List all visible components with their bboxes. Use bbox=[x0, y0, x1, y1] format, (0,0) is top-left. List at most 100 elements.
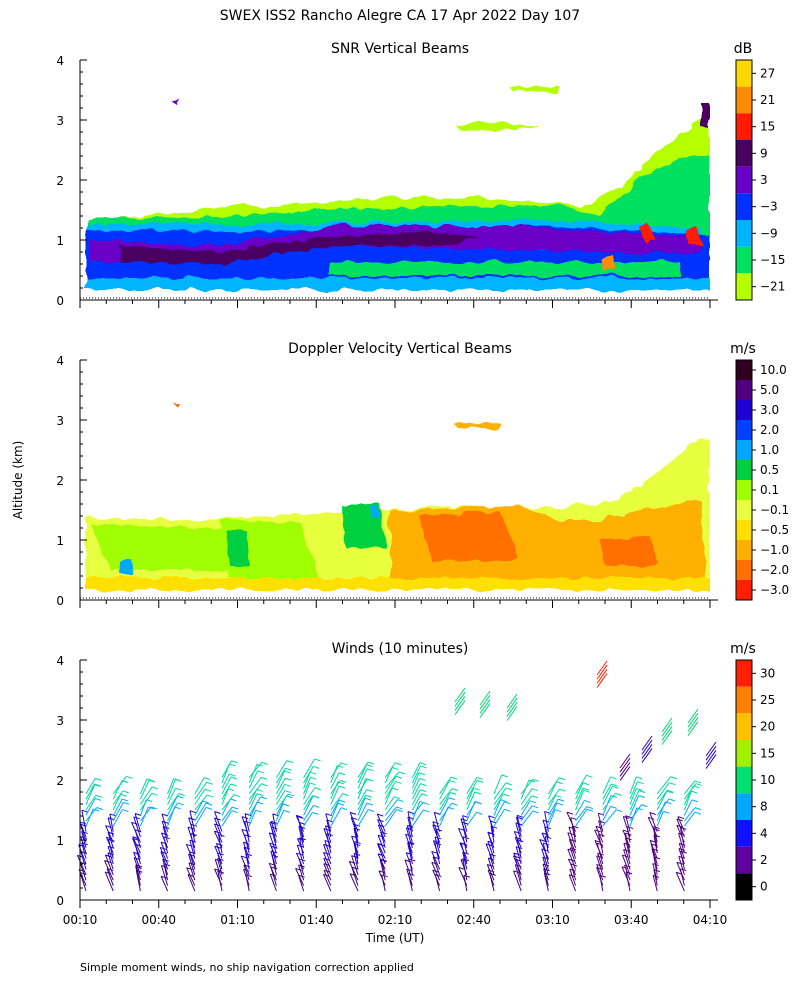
wind-barb-feather bbox=[120, 793, 127, 797]
wind-barb-shaft bbox=[490, 826, 495, 843]
wind-barb-shaft bbox=[656, 811, 664, 827]
colorbar-swatch bbox=[736, 220, 752, 247]
snr-layer-surface-band bbox=[330, 262, 680, 276]
wind-barb-shaft bbox=[160, 841, 169, 859]
wind-barb-shaft bbox=[431, 862, 441, 881]
colorbar-label: 0 bbox=[760, 880, 768, 894]
wind-barb-feather bbox=[668, 798, 675, 802]
wind-barb-shaft bbox=[303, 812, 313, 827]
wind-barb-feather bbox=[96, 807, 103, 810]
wind-barb-shaft bbox=[542, 857, 549, 875]
wind-barb-feather bbox=[241, 816, 249, 820]
wind-barb-feather bbox=[542, 856, 549, 860]
wind-barb-shaft bbox=[85, 778, 96, 795]
wind-barb-shaft bbox=[487, 841, 495, 859]
wind-barb-shaft bbox=[676, 818, 685, 838]
wind-barb-shaft bbox=[602, 793, 616, 811]
wind-barb-feather bbox=[554, 809, 562, 813]
wind-barb-shaft bbox=[221, 783, 232, 800]
wind-barb-shaft bbox=[647, 817, 658, 838]
colorbar-label: −21 bbox=[760, 280, 785, 294]
wind-barb-shaft bbox=[575, 790, 585, 811]
wind-barb-feather bbox=[531, 795, 538, 799]
colorbar-swatch bbox=[736, 460, 752, 480]
wind-barb-shaft bbox=[568, 826, 577, 848]
wind-barb-feather bbox=[378, 870, 386, 874]
wind-barb-feather bbox=[243, 868, 250, 872]
wind-barb-shaft bbox=[243, 846, 250, 865]
colorbar-swatch bbox=[736, 193, 752, 220]
colorbar-label: −0.5 bbox=[760, 523, 789, 537]
snr-colorbar: 27 21 15 9 3 −3 −9 −15 −21 bbox=[735, 59, 785, 301]
wind-barb-shaft bbox=[167, 779, 176, 800]
snr-patch-33km bbox=[172, 100, 180, 106]
wind-barb-shaft bbox=[133, 857, 141, 875]
wind-barb-shaft bbox=[493, 793, 504, 811]
wind-barb-shaft bbox=[629, 788, 637, 805]
x-tick-label: 02:10 bbox=[378, 913, 413, 927]
wind-barb-shaft bbox=[597, 813, 604, 832]
wind-barb-shaft bbox=[353, 827, 359, 848]
wind-barb-shaft bbox=[379, 859, 386, 881]
wind-barb-shaft bbox=[303, 758, 316, 778]
wind-barb-feather bbox=[162, 820, 169, 824]
wind-barb-feather bbox=[177, 795, 184, 799]
wind-barb-shaft bbox=[296, 844, 305, 865]
wind-barb-shaft bbox=[547, 781, 557, 800]
wind-barb-shaft bbox=[275, 784, 286, 800]
wind-barb-shaft bbox=[221, 810, 233, 827]
wind-barb-shaft bbox=[567, 832, 577, 854]
y-tick-label: 2 bbox=[56, 774, 64, 788]
wind-barb-shaft bbox=[656, 776, 672, 795]
wind-barb-feather bbox=[395, 780, 402, 784]
wind-barb-shaft bbox=[221, 806, 233, 822]
wind-barb-shaft bbox=[575, 808, 588, 827]
wind-barb-upper bbox=[687, 721, 699, 736]
wind-barb-feather bbox=[163, 863, 171, 867]
wind-barb-shaft bbox=[323, 863, 332, 881]
wind-barb-shaft bbox=[411, 789, 421, 805]
wind-barb-shaft bbox=[161, 832, 169, 848]
wind-barb-shaft bbox=[407, 811, 413, 832]
wind-barb-feather bbox=[568, 858, 575, 862]
colorbar-swatch bbox=[736, 60, 752, 87]
colorbar-label: 0.1 bbox=[760, 483, 779, 497]
wind-barb-shaft bbox=[622, 829, 631, 848]
wind-barb-feather bbox=[107, 852, 114, 856]
wind-barb-feather bbox=[653, 826, 660, 830]
wind-barb-shaft bbox=[295, 868, 305, 886]
wind-barb-shaft bbox=[357, 795, 367, 811]
wind-barb-shaft bbox=[544, 826, 549, 843]
colorbar-swatch bbox=[736, 560, 752, 580]
colorbar-swatch bbox=[736, 740, 752, 767]
wind-barb-shaft bbox=[303, 782, 311, 800]
wind-barb-feather bbox=[610, 794, 618, 798]
wind-barb-shaft bbox=[330, 799, 340, 816]
wind-barb-feather bbox=[122, 790, 129, 794]
colorbar-label: 9 bbox=[760, 146, 768, 160]
wind-barb-feather bbox=[340, 762, 348, 766]
wind-barb-shaft bbox=[107, 817, 114, 838]
wind-barb-feather bbox=[555, 794, 562, 798]
wind-barb-feather bbox=[462, 821, 469, 825]
wind-barb-shaft bbox=[594, 840, 604, 859]
colorbar-label: −9 bbox=[760, 226, 778, 240]
wind-barb-shaft bbox=[629, 776, 637, 794]
wind-barb-feather bbox=[256, 793, 264, 797]
wind-barb-feather bbox=[409, 858, 416, 862]
wind-barb-shaft bbox=[194, 807, 207, 827]
wind-barb-shaft bbox=[167, 793, 180, 811]
wind-barb-feather bbox=[95, 797, 102, 801]
doppler-ylabel: Altitude (km) bbox=[11, 441, 25, 520]
colorbar-label: 3 bbox=[760, 173, 768, 187]
wind-barb-feather bbox=[376, 813, 384, 817]
wind-barb-upper bbox=[506, 702, 518, 717]
wind-barb-shaft bbox=[405, 834, 413, 854]
wind-barb-upper bbox=[479, 690, 491, 706]
wind-barb-shaft bbox=[194, 777, 205, 795]
wind-barb-feather bbox=[434, 842, 442, 846]
wind-barb-feather bbox=[229, 773, 236, 777]
wind-barb-shaft bbox=[107, 852, 114, 870]
colorbar-swatch bbox=[736, 873, 752, 900]
